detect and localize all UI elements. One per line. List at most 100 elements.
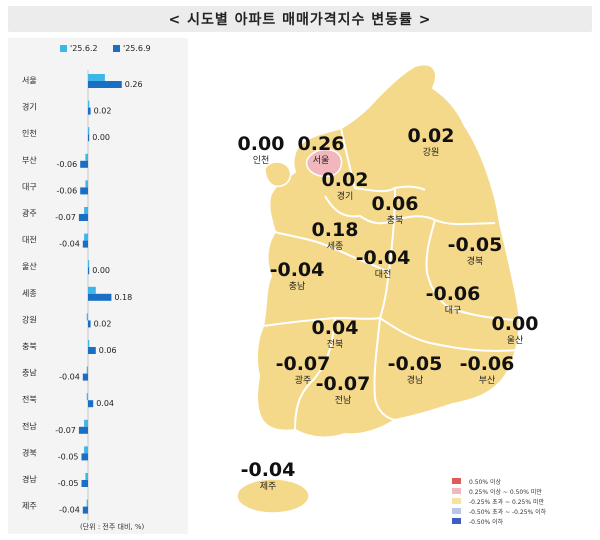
map-value-label: -0.07 [276,353,331,375]
legend-swatch-1 [60,45,67,52]
map-value-label: 0.04 [312,317,359,339]
bar-prev [88,286,96,294]
map-region-name: 대전 [375,269,392,280]
bar-curr [78,426,88,434]
scale-item-1: 0.50% 이상 [452,476,546,486]
map-region-name: 전북 [327,339,344,350]
scale-item-4: -0.50% 초과 ~ -0.25% 이하 [452,506,546,516]
map-region-name: 충남 [289,281,306,292]
map-region-name: 전남 [335,395,352,406]
bar-curr [88,347,96,354]
bar-curr [80,160,88,168]
map-value-label: 0.02 [408,125,455,147]
bar-curr [88,400,94,408]
scale-label-4: -0.50% 초과 ~ -0.25% 이하 [469,508,547,516]
category-label: 충북 [22,342,37,351]
scale-item-5: -0.50% 이하 [452,516,546,526]
bar-curr [82,373,88,381]
bar-value-label: 0.26 [125,80,143,89]
bar-value-label: 0.02 [94,319,112,328]
scale-label-3: -0.25% 초과 ~ 0.25% 미만 [469,498,545,506]
bar-prev [88,340,90,347]
bar-value-label: -0.06 [56,186,77,195]
bar-value-label: 0.00 [92,133,110,142]
map-seoul-region [305,148,343,178]
legend-item-1: '25.6.2 [60,44,98,53]
category-label: 경북 [22,447,37,457]
category-label: 전남 [22,421,37,431]
bar-curr [88,320,91,328]
map-region-name: 울산 [507,335,524,346]
map-value-label: 0.26 [298,133,345,155]
map-value-label: -0.04 [270,259,325,281]
unit-note: (단위 : 전주 대비, %) [80,523,145,531]
province-borders [262,127,518,431]
map-region-name: 인천 [253,155,270,166]
map-value-label: -0.04 [356,247,411,269]
category-label: 강원 [22,314,37,324]
scale-swatch-2 [452,488,461,494]
bar-value-label: 0.06 [99,346,117,355]
scale-label-5: -0.50% 이하 [469,518,504,526]
map-value-label: -0.06 [426,283,481,305]
map-value-label: -0.06 [460,353,515,375]
map-incheon-region [264,161,292,188]
category-label: 전북 [22,394,37,404]
scale-item-3: -0.25% 초과 ~ 0.25% 미만 [452,496,546,506]
bar-value-label: -0.04 [59,506,80,515]
bar-prev [84,446,88,454]
bar-curr [82,240,88,248]
bar-value-label: 0.00 [92,266,110,275]
bar-prev [86,313,88,321]
category-label: 서울 [22,76,37,85]
scale-swatch-5 [452,518,461,524]
bar-prev [86,366,88,374]
bar-curr [78,214,88,221]
category-label: 경남 [22,474,37,484]
bar-prev [88,74,105,81]
page-title: < 시도별 아파트 매매가격지수 변동률 > [168,12,432,28]
category-label: 제주 [22,502,37,511]
color-scale-legend: 0.50% 이상 0.25% 이상 ~ 0.50% 미만 -0.25% 초과 ~… [452,476,546,526]
map-region-name: 경남 [407,374,424,386]
bar-prev [88,260,90,268]
bar-curr [81,453,88,461]
scale-swatch-3 [452,498,461,504]
map-value-label: -0.04 [241,459,296,481]
map-value-label: 0.18 [312,219,359,241]
category-label: 세종 [22,289,37,298]
map-region-name: 강원 [423,147,440,158]
map-region-name: 서울 [313,155,330,166]
map-region-name: 충북 [387,215,404,226]
map-value-label: -0.05 [448,234,503,256]
category-label: 울산 [22,261,37,271]
category-label: 경기 [22,102,37,112]
scale-swatch-4 [452,508,461,514]
legend-swatch-2 [113,45,120,52]
map-region-name: 경북 [467,255,484,267]
category-label: 부산 [22,155,37,165]
bar-curr [88,107,91,115]
legend-label-1: '25.6.2 [70,44,98,53]
bar-value-label: -0.05 [58,452,79,461]
category-label: 광주 [22,208,37,218]
bar-prev [84,233,88,241]
map-value-label: -0.05 [388,353,443,375]
map-region-name: 경기 [337,190,354,202]
bar-prev [86,393,88,401]
bar-curr [88,267,90,275]
map-region-name: 세종 [327,241,344,252]
title-bar: < 시도별 아파트 매매가격지수 변동률 > [8,6,592,32]
bar-chart-panel: 서울 0.26 경기 0.02 인천 0.00 부산 -0.06 대구 -0.06 광주 -0.07 대… [8,38,188,534]
map-value-label: -0.07 [316,373,371,395]
bar-prev [85,153,88,161]
bar-value-label: -0.04 [59,373,80,382]
bar-value-label: 0.18 [114,293,132,302]
map-jeju-region [236,478,310,514]
bar-chart: 서울 0.26 경기 0.02 인천 0.00 부산 -0.06 대구 -0.06 광주 -0.07 대… [22,70,143,521]
bar-prev [85,180,88,188]
bar-prev [88,100,90,108]
map-value-label: 0.00 [492,313,539,335]
